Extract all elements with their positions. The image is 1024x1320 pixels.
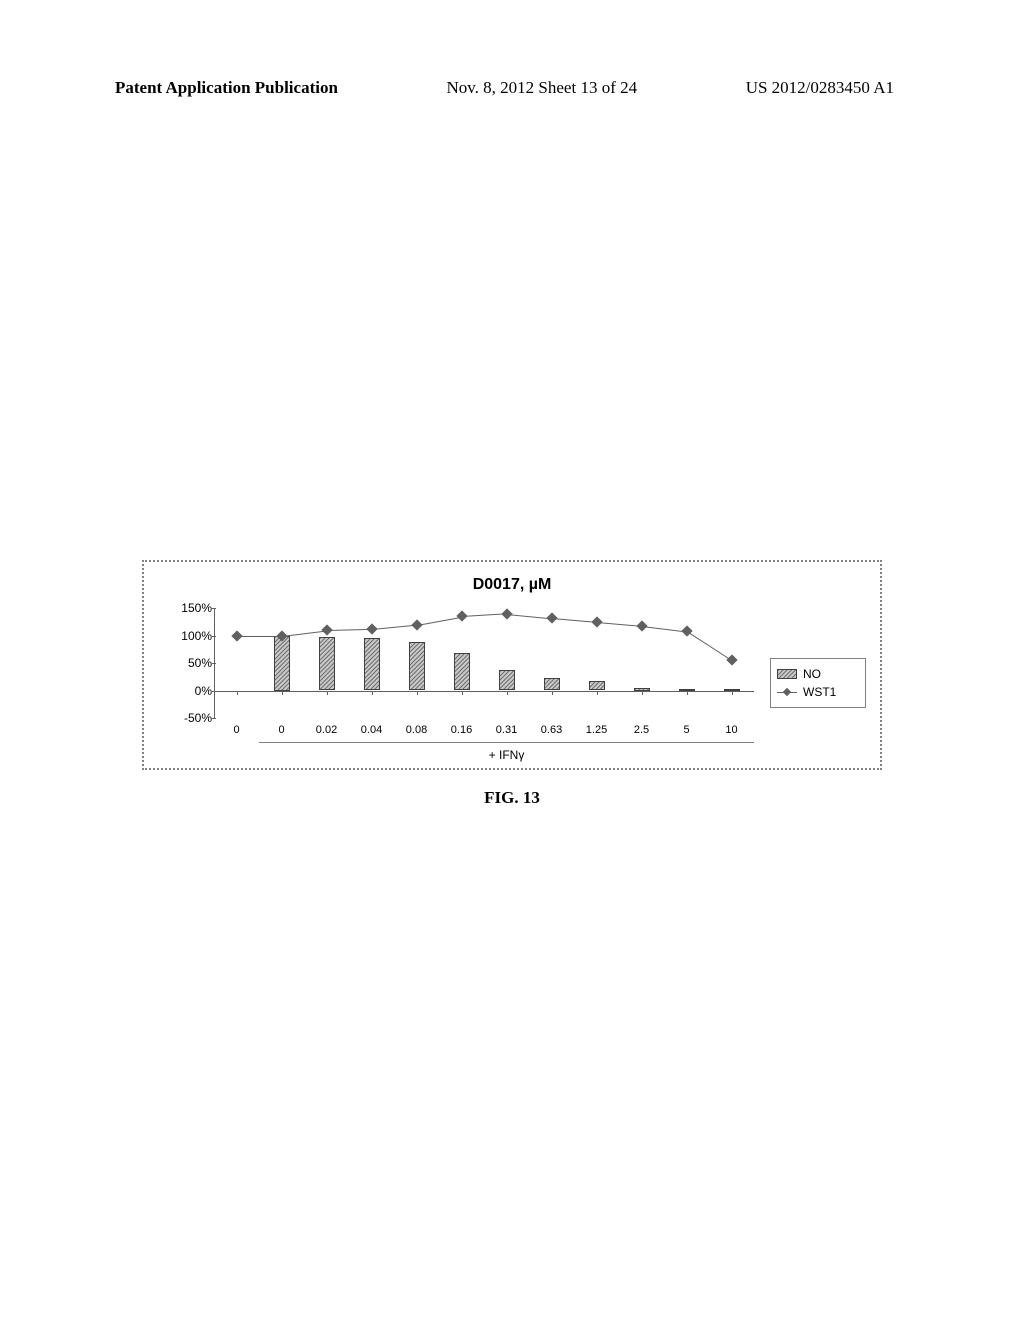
x-axis-label: 5 — [683, 724, 689, 736]
plot-area — [214, 608, 754, 718]
diamond-marker-icon — [231, 630, 242, 641]
y-axis-label: 100% — [181, 629, 212, 643]
header-right: US 2012/0283450 A1 — [746, 78, 894, 98]
diamond-marker-icon — [456, 611, 467, 622]
x-tick — [372, 691, 373, 695]
bar — [544, 678, 560, 690]
x-tick — [462, 691, 463, 695]
header-left: Patent Application Publication — [115, 78, 338, 98]
bar — [454, 653, 470, 690]
diamond-marker-icon — [591, 616, 602, 627]
chart-frame: D0017, µM 150% 100% 50% 0% -50% NO WST1 … — [142, 560, 882, 770]
y-axis-label: 50% — [188, 656, 212, 670]
x-tick — [237, 691, 238, 695]
diamond-marker-icon — [501, 608, 512, 619]
bar — [499, 670, 515, 691]
x-tick — [732, 691, 733, 695]
x-axis-label: 0.04 — [361, 724, 382, 736]
line-segment — [461, 614, 506, 618]
diamond-marker-icon — [321, 624, 332, 635]
legend-label: WST1 — [803, 685, 836, 699]
x-axis-label: 0.08 — [406, 724, 427, 736]
diamond-marker-icon — [366, 623, 377, 634]
bar — [409, 642, 425, 690]
diamond-marker-icon — [681, 625, 692, 636]
x-axis-label: 10 — [725, 724, 737, 736]
y-tick — [212, 718, 216, 719]
line-segment — [326, 629, 371, 631]
x-tick — [642, 691, 643, 695]
x-axis-label: 0.02 — [316, 724, 337, 736]
line-segment — [551, 618, 596, 623]
figure-caption: FIG. 13 — [0, 788, 1024, 808]
y-axis-label: -50% — [184, 711, 212, 725]
legend-row-no: NO — [777, 665, 859, 683]
line-segment — [371, 624, 416, 629]
y-tick — [212, 636, 216, 637]
line-segment — [281, 630, 326, 636]
legend-label: NO — [803, 667, 821, 681]
line-segment — [506, 614, 551, 619]
y-tick — [212, 663, 216, 664]
x-axis-label: 2.5 — [634, 724, 649, 736]
line-segment — [641, 626, 686, 632]
line-segment — [596, 622, 641, 627]
x-axis-label: 0.63 — [541, 724, 562, 736]
header-center: Nov. 8, 2012 Sheet 13 of 24 — [447, 78, 638, 98]
y-tick — [212, 608, 216, 609]
line-segment — [416, 616, 461, 625]
x-tick — [327, 691, 328, 695]
legend-row-wst1: WST1 — [777, 683, 859, 701]
x-range-underline — [259, 742, 754, 743]
page-header: Patent Application Publication Nov. 8, 2… — [0, 78, 1024, 98]
zero-baseline — [214, 691, 754, 692]
x-tick — [552, 691, 553, 695]
x-axis-label: 0 — [233, 724, 239, 736]
diamond-marker-icon — [411, 619, 422, 630]
bar — [589, 681, 605, 691]
x-axis-label: 0.16 — [451, 724, 472, 736]
x-axis-label: 0 — [278, 724, 284, 736]
line-segment — [686, 631, 732, 661]
chart-title: D0017, µM — [144, 576, 880, 594]
x-axis-label: 1.25 — [586, 724, 607, 736]
diamond-marker-icon — [546, 612, 557, 623]
y-axis-label: 150% — [181, 601, 212, 615]
bar — [319, 637, 335, 691]
x-tick — [687, 691, 688, 695]
bar — [364, 638, 380, 691]
y-tick — [212, 691, 216, 692]
y-axis: 150% 100% 50% 0% -50% — [164, 608, 212, 718]
line-segment — [237, 636, 282, 637]
x-tick — [417, 691, 418, 695]
x-tick — [597, 691, 598, 695]
x-axis-label: 0.31 — [496, 724, 517, 736]
line-swatch-icon — [777, 687, 797, 697]
bar-swatch-icon — [777, 669, 797, 679]
bar — [274, 636, 290, 691]
diamond-marker-icon — [636, 620, 647, 631]
legend: NO WST1 — [770, 658, 866, 708]
x-range-label: + IFNγ — [489, 748, 525, 762]
y-axis-label: 0% — [195, 684, 212, 698]
x-tick — [282, 691, 283, 695]
x-tick — [507, 691, 508, 695]
